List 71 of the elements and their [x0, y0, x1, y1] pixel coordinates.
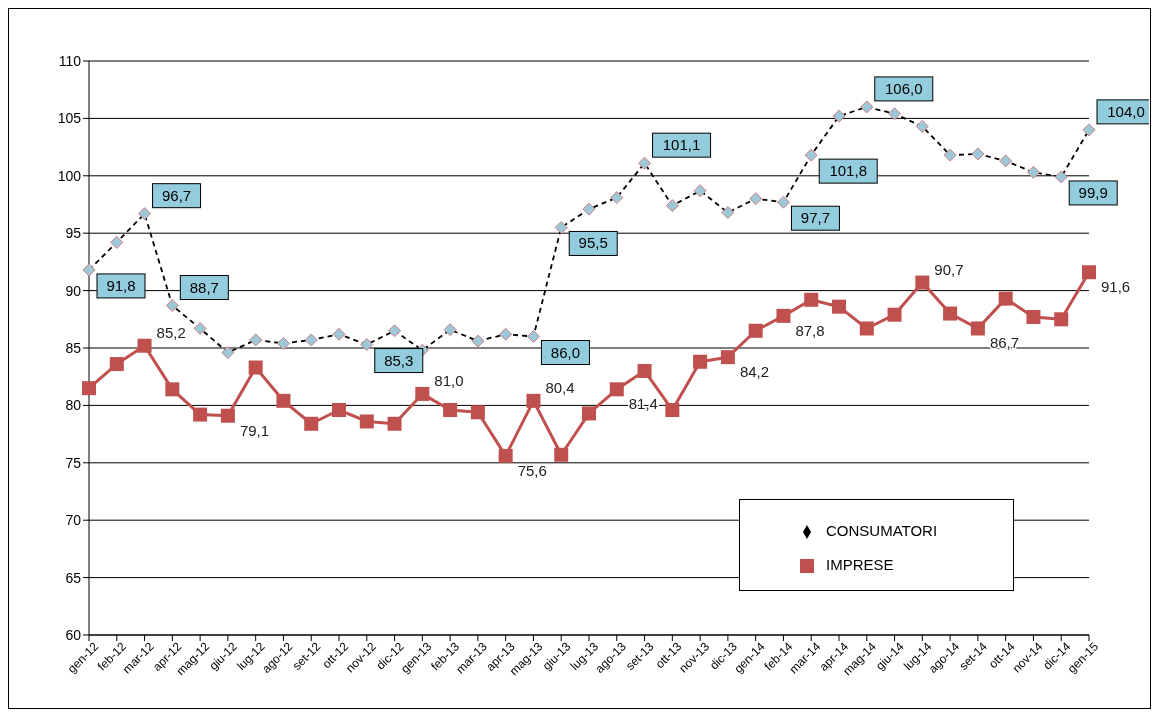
- y-tick-label: 65: [65, 569, 82, 586]
- point: [276, 393, 291, 408]
- point: [665, 402, 680, 417]
- data-label: 85,2: [156, 323, 186, 341]
- point: [776, 308, 791, 323]
- data-label: 81,0: [434, 371, 464, 389]
- point: [915, 275, 930, 290]
- data-label: 104,0: [1107, 102, 1145, 120]
- point: [332, 402, 346, 417]
- data-label: 87,8: [795, 321, 825, 339]
- y-tick-label: 60: [65, 626, 82, 643]
- point: [1026, 310, 1041, 324]
- point: [1082, 265, 1096, 280]
- y-tick-label: 80: [65, 397, 82, 414]
- data-label: 90,7: [934, 260, 964, 278]
- data-label: 91,6: [1101, 278, 1131, 296]
- data-label: 75,6: [517, 461, 547, 479]
- point: [359, 414, 374, 429]
- point: [82, 381, 96, 396]
- point: [859, 321, 874, 336]
- data-label: 96,7: [161, 186, 192, 204]
- point: [109, 357, 124, 372]
- y-tick-label: 100: [57, 167, 82, 184]
- point: [554, 447, 569, 462]
- y-tick-label: 75: [65, 454, 82, 471]
- legend-label: IMPRESE: [826, 556, 894, 573]
- point: [304, 416, 319, 431]
- point: [943, 306, 958, 321]
- y-tick-label: 110: [58, 52, 82, 69]
- point: [470, 405, 485, 420]
- point: [137, 338, 152, 353]
- point: [248, 360, 263, 375]
- point: [526, 393, 541, 408]
- point: [887, 307, 902, 322]
- point: [693, 354, 708, 369]
- data-label: 101,1: [662, 136, 701, 154]
- data-label: 88,7: [189, 278, 219, 296]
- point: [498, 448, 513, 463]
- point: [415, 386, 430, 401]
- data-label: 106,0: [885, 79, 923, 97]
- y-tick-label: 85: [65, 339, 82, 356]
- point: [720, 350, 735, 365]
- point: [609, 382, 624, 397]
- data-label: 95,5: [578, 234, 608, 252]
- data-label: 84,2: [739, 363, 770, 381]
- data-label: 86,0: [550, 343, 581, 361]
- point: [832, 299, 846, 314]
- point: [970, 321, 985, 336]
- point: [387, 416, 402, 431]
- data-label: 91,8: [106, 276, 136, 294]
- point: [582, 406, 596, 421]
- legend-label: CONSUMATORI: [826, 522, 938, 539]
- y-tick-label: 70: [65, 512, 82, 529]
- y-tick-label: 95: [65, 225, 82, 242]
- data-label: 80,4: [545, 378, 575, 396]
- data-label: 101,8: [829, 162, 867, 180]
- point: [193, 407, 208, 422]
- point: [220, 408, 235, 423]
- point: [804, 292, 819, 307]
- data-label: 99,9: [1078, 183, 1108, 201]
- point: [1054, 312, 1069, 327]
- point: [998, 291, 1013, 306]
- data-label: 85,3: [384, 351, 414, 369]
- point: [165, 382, 180, 397]
- data-label: 79,1: [239, 421, 270, 439]
- y-tick-label: 105: [57, 110, 82, 127]
- data-label: 97,7: [800, 209, 831, 227]
- point: [748, 323, 763, 338]
- point: [443, 402, 458, 417]
- point: [637, 363, 652, 378]
- y-tick-label: 90: [65, 282, 82, 299]
